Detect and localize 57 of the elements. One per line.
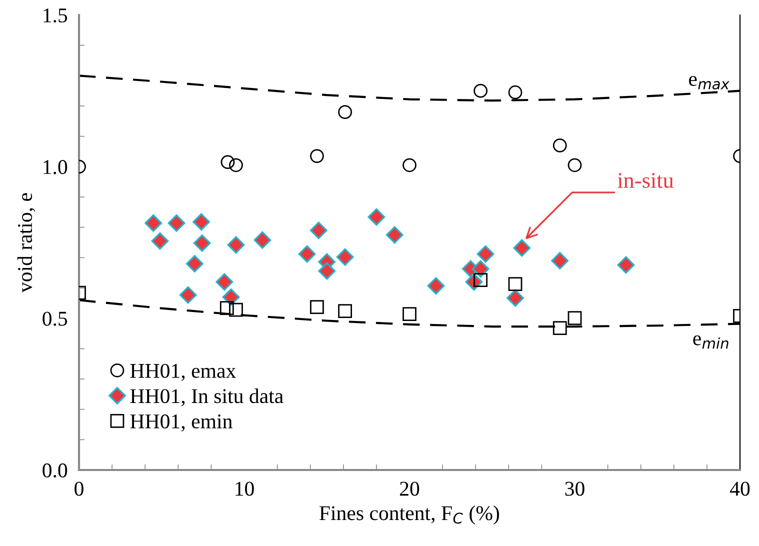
point	[338, 105, 352, 120]
point	[506, 289, 524, 307]
point	[386, 226, 404, 244]
point	[474, 84, 488, 98]
y-axis-title: void ratio, e	[17, 193, 36, 293]
point	[508, 85, 522, 100]
point	[254, 231, 272, 249]
y-tick-label: 1.0	[44, 160, 68, 174]
y-tick-label: 1.5	[44, 8, 68, 23]
point	[186, 255, 204, 272]
point	[220, 155, 235, 170]
legend-label: HH01, emin	[130, 414, 232, 432]
legend-label: HH01, emax	[130, 364, 236, 381]
y-tick-label: 0.5	[42, 312, 68, 326]
point	[227, 236, 245, 254]
point	[318, 262, 336, 280]
point	[310, 222, 328, 240]
point	[310, 149, 324, 163]
x-axis-title: Fines content, F$_{C}$ (%)	[319, 506, 500, 524]
point	[144, 214, 162, 232]
point	[552, 321, 567, 335]
legend-label: HH01, In situ data	[130, 388, 284, 406]
point	[402, 307, 416, 322]
point	[552, 138, 567, 152]
point	[151, 232, 169, 250]
point	[427, 277, 445, 295]
point	[508, 277, 522, 291]
point	[617, 256, 635, 274]
x-tick-label: 0	[74, 482, 84, 496]
y-tick-label: 0.0	[42, 463, 68, 478]
point	[229, 158, 243, 172]
point	[310, 300, 324, 314]
point	[229, 302, 243, 317]
point	[402, 158, 416, 172]
point	[216, 273, 234, 291]
x-tick-label: 30	[565, 482, 584, 496]
annotation: in-situ	[618, 173, 674, 188]
point	[168, 214, 186, 232]
point	[472, 260, 490, 278]
x-tick-label: 40	[730, 482, 750, 496]
point	[476, 245, 494, 263]
point	[220, 301, 234, 315]
annotation: e$_{max}$	[689, 76, 730, 90]
x-tick-label: 10	[236, 482, 254, 496]
point	[298, 245, 316, 263]
point	[568, 311, 582, 325]
point	[336, 248, 354, 266]
x-tick-label: 20	[400, 482, 420, 496]
annotation: e$_{min}$	[693, 335, 728, 349]
point	[368, 208, 386, 226]
point	[568, 158, 582, 172]
point	[179, 286, 197, 304]
point	[513, 239, 531, 257]
point	[551, 252, 569, 270]
point	[338, 304, 352, 318]
point	[192, 213, 210, 231]
point	[193, 234, 211, 252]
